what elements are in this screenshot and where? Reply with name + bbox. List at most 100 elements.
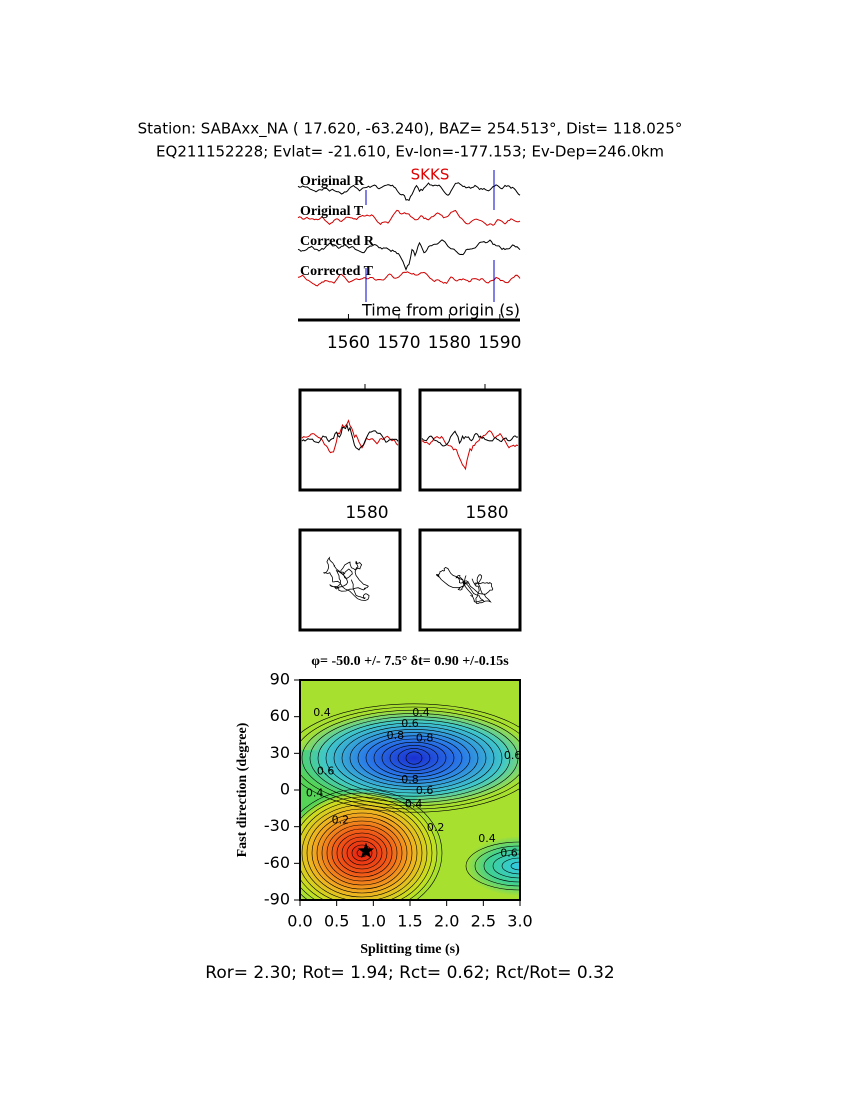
contour-label: 0.4 xyxy=(405,798,423,811)
waveform xyxy=(297,271,521,287)
misfit-map xyxy=(300,680,520,900)
panel-frame xyxy=(298,528,402,632)
best-fit-star xyxy=(357,842,375,858)
y-tick-label: -60 xyxy=(264,853,290,872)
contour xyxy=(333,722,495,794)
waveform xyxy=(301,419,399,454)
y-tick-label: 60 xyxy=(270,706,290,725)
contour xyxy=(351,844,373,862)
x-tick-label: 2.0 xyxy=(434,912,459,931)
contour-label: 0.6 xyxy=(416,784,434,797)
x-tick-label: 1590 xyxy=(478,333,521,353)
phase-label: SKKS xyxy=(411,166,450,184)
contour-label: 0.8 xyxy=(387,729,405,742)
contour-label: 0.4 xyxy=(412,706,430,719)
x-tick-label: 1.0 xyxy=(361,912,386,931)
contour xyxy=(300,792,438,900)
contour xyxy=(465,841,520,891)
x-tick-label: 1580 xyxy=(428,333,471,353)
event-info: EQ211152228; Evlat= -21.610, Ev-lon=-177… xyxy=(156,143,664,161)
contour xyxy=(341,725,487,791)
panel-frame xyxy=(418,528,522,632)
contour xyxy=(405,751,423,765)
x-tick-label: 1580 xyxy=(465,503,508,523)
waveform xyxy=(421,430,519,471)
contour xyxy=(510,861,520,871)
contour-label: 0.6 xyxy=(401,717,419,730)
contour xyxy=(301,804,423,900)
contour-label: 0.4 xyxy=(313,706,331,719)
contour xyxy=(373,738,455,778)
waveform xyxy=(297,182,521,202)
trace-label: Original T xyxy=(300,204,364,219)
waveform xyxy=(301,423,399,451)
panel-frame xyxy=(298,388,402,492)
contour xyxy=(300,800,428,900)
contour xyxy=(300,788,443,900)
contour xyxy=(365,735,463,781)
contour xyxy=(357,732,471,784)
contour xyxy=(381,741,447,775)
x-tick-label: 1580 xyxy=(345,503,388,523)
waveform xyxy=(297,239,521,271)
contour-label: 0.8 xyxy=(416,732,434,745)
x-axis-label: Time from origin (s) xyxy=(361,301,520,320)
contour xyxy=(300,796,433,900)
contour xyxy=(349,729,479,787)
waveform xyxy=(421,430,519,447)
y-tick-label: 0 xyxy=(280,780,290,799)
contour xyxy=(397,748,431,768)
contour-label: 0.2 xyxy=(332,814,350,827)
contour xyxy=(300,706,520,810)
x-tick-label: 1560 xyxy=(327,333,370,353)
contour xyxy=(483,849,520,883)
trace-label: Original R xyxy=(300,174,365,189)
contour xyxy=(316,816,408,890)
contour-label: 0.4 xyxy=(306,787,324,800)
y-tick-label: -30 xyxy=(264,816,290,835)
contour-label: 0.2 xyxy=(427,821,445,834)
contour xyxy=(492,853,520,879)
y-axis-label: Fast direction (degree) xyxy=(235,722,250,857)
x-tick-label: 2.5 xyxy=(471,912,496,931)
x-tick-label: 1.5 xyxy=(397,912,422,931)
misfit-min xyxy=(300,791,440,900)
contour xyxy=(321,820,403,886)
contour xyxy=(474,845,520,887)
x-tick-label: 3.0 xyxy=(507,912,532,931)
contour xyxy=(306,808,418,898)
contour-label: 0.6 xyxy=(504,749,522,762)
y-tick-label: 30 xyxy=(270,743,290,762)
station-info: Station: SABAxx_NA ( 17.620, -63.240), B… xyxy=(138,120,683,139)
result-text: Ror= 2.30; Rot= 1.94; Rct= 0.62; Rct/Rot… xyxy=(205,963,614,983)
contour xyxy=(300,703,520,813)
trace-label: Corrected T xyxy=(300,264,374,279)
x-axis-label: Splitting time (s) xyxy=(360,942,460,957)
contour-label: 0.4 xyxy=(478,832,496,845)
contour xyxy=(325,719,503,797)
contour-label: 0.8 xyxy=(401,773,419,786)
contour xyxy=(341,836,383,870)
contour xyxy=(331,828,393,878)
contour xyxy=(317,716,511,800)
splitting-title: φ= -50.0 +/- 7.5° δt= 0.90 +/-0.15s xyxy=(311,654,509,669)
x-tick-label: 0.5 xyxy=(324,912,349,931)
panel-frame xyxy=(418,388,522,492)
x-tick-label: 0.0 xyxy=(287,912,312,931)
x-tick-label: 1570 xyxy=(377,333,420,353)
contour xyxy=(389,745,439,771)
y-tick-label: -90 xyxy=(264,890,290,909)
contour xyxy=(501,857,520,875)
contour xyxy=(346,840,378,866)
contour xyxy=(311,812,413,894)
contour xyxy=(309,713,519,803)
waveform xyxy=(297,209,521,226)
contour-label: 0.6 xyxy=(317,765,335,778)
contour xyxy=(301,709,520,807)
particle-motion xyxy=(436,567,494,605)
contour xyxy=(336,832,388,874)
contour-label: 0.6 xyxy=(500,847,518,860)
misfit-high xyxy=(300,710,520,806)
trace-label: Corrected R xyxy=(300,234,375,249)
